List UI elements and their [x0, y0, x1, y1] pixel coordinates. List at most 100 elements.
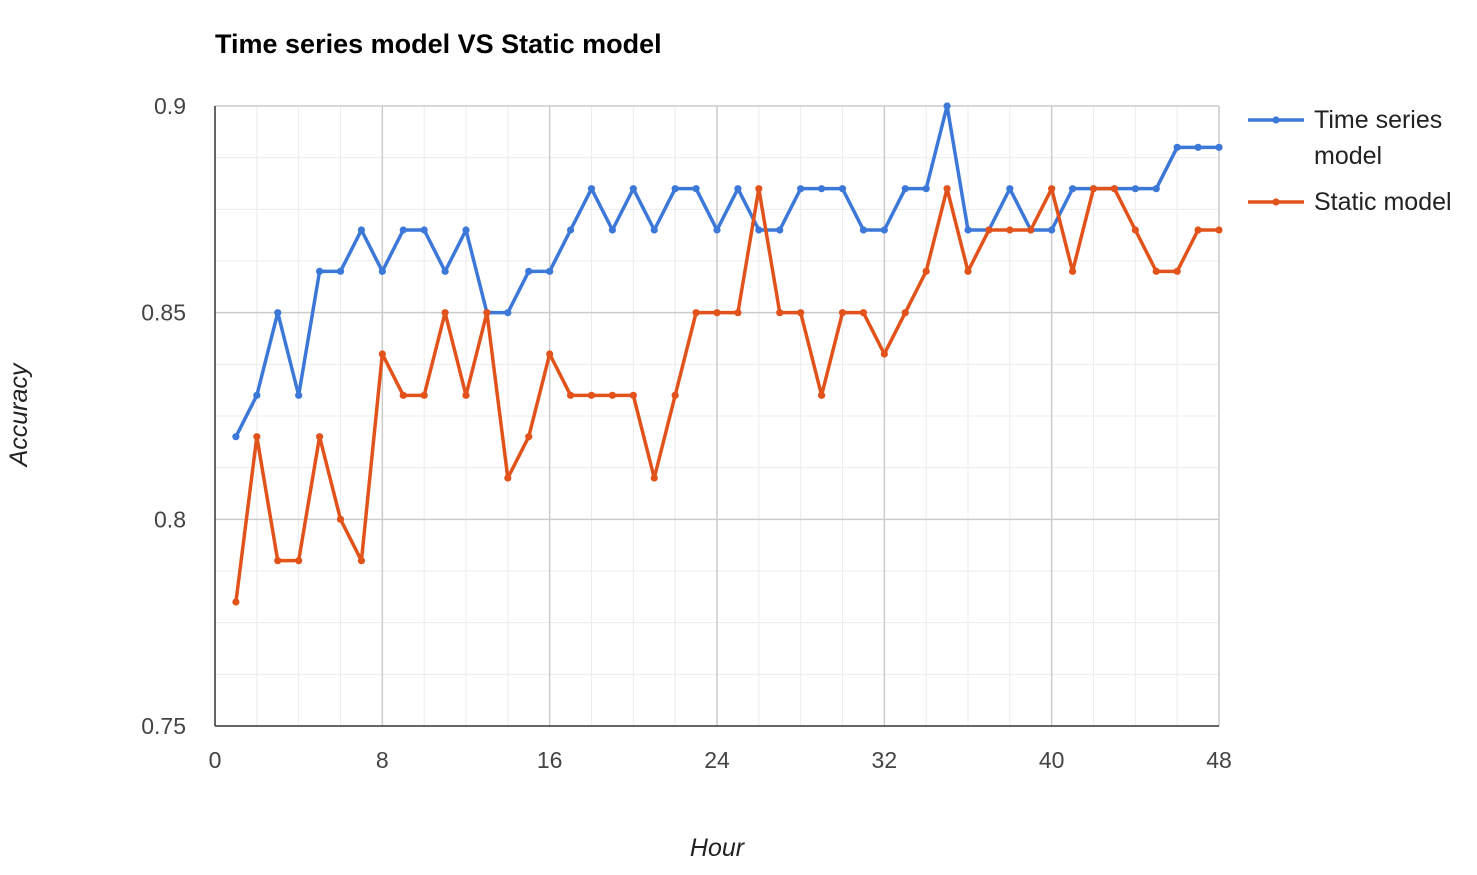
- static-model-point: [378, 350, 386, 358]
- time-series-model-point: [880, 226, 888, 234]
- time-series-model-point: [1048, 226, 1056, 234]
- time-series-model-point: [566, 226, 575, 234]
- static-model-point: [546, 350, 554, 358]
- static-model-point: [880, 350, 888, 358]
- static-model-point: [734, 309, 742, 317]
- static-model-point: [315, 433, 324, 441]
- static-model-point: [483, 309, 491, 317]
- static-model-point: [253, 433, 261, 441]
- time-series-model-point: [797, 185, 805, 193]
- legend-label-line: Time series: [1314, 106, 1442, 134]
- x-tick-label: 0: [209, 747, 222, 773]
- x-tick-label: 40: [1039, 747, 1065, 773]
- chart-title: Time series model VS Static model: [215, 29, 662, 59]
- static-model-point: [713, 309, 721, 317]
- x-tick-label: 48: [1206, 747, 1232, 773]
- y-axis-title: Accuracy: [5, 362, 33, 468]
- static-model-point: [901, 309, 909, 317]
- static-model-point: [859, 309, 868, 317]
- legend-item-time-series-model: Time series model: [1248, 106, 1442, 170]
- time-series-model-point: [608, 226, 617, 234]
- time-series-model-point: [587, 185, 596, 193]
- legend-label: Time series model: [1314, 106, 1442, 170]
- axes: [214, 106, 1219, 727]
- static-model-point: [755, 185, 763, 193]
- static-model-point: [1048, 185, 1056, 193]
- static-model-point: [1068, 267, 1077, 275]
- static-model-point: [274, 557, 282, 565]
- x-tick-label: 32: [872, 747, 898, 773]
- time-series-model-point: [315, 267, 324, 275]
- y-axis-tick-labels: 0.75 0.8 0.85 0.9: [141, 93, 186, 739]
- x-tick-label: 16: [537, 747, 563, 773]
- time-series-model-point: [629, 185, 637, 193]
- time-series-model-point: [336, 267, 345, 275]
- static-model-point: [1110, 185, 1119, 193]
- static-model-point: [232, 598, 240, 606]
- time-series-model-point: [546, 267, 554, 275]
- static-model-point: [985, 226, 993, 234]
- gridlines: [215, 105, 1220, 726]
- x-tick-label: 8: [376, 747, 389, 773]
- x-axis-title: Hour: [690, 834, 746, 862]
- legend-swatch-point: [1272, 198, 1280, 206]
- static-model-point: [1152, 267, 1160, 275]
- time-series-model-point: [1006, 185, 1014, 193]
- y-tick-label: 0.75: [141, 713, 186, 739]
- legend: Time series model Static model: [1248, 106, 1452, 216]
- time-series-model-point: [525, 267, 533, 275]
- time-series-model-point: [1131, 185, 1139, 193]
- time-series-model-point: [274, 309, 282, 317]
- static-model-point: [1089, 185, 1098, 193]
- static-model-point: [1173, 267, 1181, 275]
- static-model-point: [838, 309, 847, 317]
- y-tick-label: 0.85: [141, 300, 186, 326]
- time-series-model-point: [295, 391, 303, 399]
- static-model-point: [776, 309, 784, 317]
- time-series-model-point: [378, 267, 386, 275]
- time-series-model-point: [964, 226, 972, 234]
- time-series-model-line: [234, 104, 1219, 438]
- legend-label-line: Static model: [1314, 188, 1452, 216]
- time-series-model-point: [357, 226, 366, 234]
- time-series-model-point: [650, 226, 658, 234]
- time-series-model-point: [420, 226, 428, 234]
- static-model-point: [357, 557, 366, 565]
- x-tick-label: 24: [704, 747, 730, 773]
- legend-item-static-model: Static model: [1248, 188, 1452, 216]
- static-model-point: [629, 391, 637, 399]
- static-model-point: [462, 391, 470, 399]
- static-model-point: [399, 391, 407, 399]
- time-series-model-point: [441, 267, 449, 275]
- static-model-point: [817, 391, 826, 399]
- static-model-point: [1131, 226, 1139, 234]
- time-series-model-point: [253, 391, 261, 399]
- time-series-model-point: [734, 185, 742, 193]
- time-series-model-point: [943, 102, 951, 110]
- static-model-point: [525, 433, 533, 441]
- time-series-model-point: [692, 185, 700, 193]
- legend-swatch-point: [1272, 116, 1280, 124]
- time-series-model-point: [399, 226, 407, 234]
- static-model-point: [336, 515, 345, 523]
- legend-label: Static model: [1314, 188, 1452, 216]
- time-series-model-point: [232, 433, 240, 441]
- x-axis-tick-labels: 0 8 16 24 32 40 48: [209, 747, 1232, 773]
- static-model-point: [692, 309, 700, 317]
- plot-area: [232, 102, 1223, 606]
- static-model-point: [441, 309, 449, 317]
- time-series-model-point: [776, 226, 784, 234]
- time-series-model-point: [713, 226, 721, 234]
- time-series-model-point: [901, 185, 909, 193]
- time-series-model-point: [1173, 143, 1181, 151]
- time-series-model-point: [504, 309, 512, 317]
- static-model-point: [943, 185, 951, 193]
- time-series-model-point: [859, 226, 868, 234]
- time-series-model-point: [1215, 143, 1223, 151]
- time-series-model-point: [922, 185, 930, 193]
- legend-label-line: model: [1314, 142, 1382, 170]
- static-model-point: [1215, 226, 1223, 234]
- time-series-model-point: [462, 226, 470, 234]
- time-series-model-point: [1068, 185, 1077, 193]
